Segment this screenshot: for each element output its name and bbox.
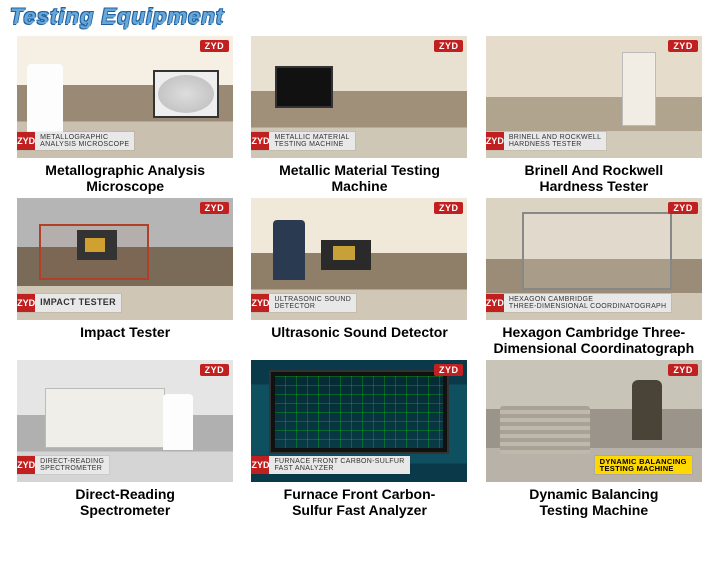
equipment-caption: Direct-Reading Spectrometer <box>75 486 175 518</box>
thumbnail-label-text: METALLIC MATERIAL TESTING MACHINE <box>269 134 354 149</box>
thumbnail-label-text: ULTRASONIC SOUND DETECTOR <box>269 296 356 311</box>
thumbnail-label-text: FURNACE FRONT CARBON-SULFUR FAST ANALYZE… <box>269 458 409 473</box>
thumbnail-label-text: DYNAMIC BALANCING TESTING MACHINE <box>595 458 692 474</box>
photo-monitor <box>275 66 333 108</box>
equipment-caption: Ultrasonic Sound Detector <box>271 324 448 340</box>
equipment-caption: Dynamic Balancing Testing Machine <box>529 486 658 518</box>
equipment-caption: Metallographic Analysis Microscope <box>45 162 205 194</box>
equipment-card: ZYD ZYD DIRECT-READING SPECTROMETER Dire… <box>14 360 236 518</box>
photo-figure <box>27 64 63 134</box>
thumbnail-label-text: DIRECT-READING SPECTROMETER <box>35 458 109 473</box>
thumbnail-label-strip: ZYD BRINELL AND ROCKWELL HARDNESS TESTER <box>486 132 607 150</box>
equipment-thumbnail: ZYD ZYD BRINELL AND ROCKWELL HARDNESS TE… <box>486 36 702 158</box>
gear-icon: ZYD <box>251 294 269 312</box>
thumbnail-label-strip: ZYD METALLOGRAPHIC ANALYSIS MICROSCOPE <box>17 132 134 150</box>
equipment-card: ZYD ZYD FURNACE FRONT CARBON-SULFUR FAST… <box>248 360 470 518</box>
brand-logo-badge: ZYD <box>434 40 464 52</box>
brand-logo-badge: ZYD <box>200 202 230 214</box>
equipment-card: ZYD ZYD METALLOGRAPHIC ANALYSIS MICROSCO… <box>14 36 236 194</box>
equipment-caption: Hexagon Cambridge Three- Dimensional Coo… <box>493 324 694 356</box>
section-title: Testing Equipment <box>10 4 224 29</box>
equipment-thumbnail: ZYD ZYD DIRECT-READING SPECTROMETER <box>17 360 233 482</box>
gear-icon: ZYD <box>486 294 504 312</box>
equipment-thumbnail: ZYD ZYD HEXAGON CAMBRIDGE THREE-DIMENSIO… <box>486 198 702 320</box>
equipment-thumbnail: ZYD ZYD METALLOGRAPHIC ANALYSIS MICROSCO… <box>17 36 233 158</box>
photo-device <box>321 240 371 270</box>
equipment-thumbnail: ZYD DYNAMIC BALANCING TESTING MACHINE <box>486 360 702 482</box>
brand-logo-badge: ZYD <box>200 40 230 52</box>
gear-icon: ZYD <box>17 294 35 312</box>
gear-icon: ZYD <box>486 132 504 150</box>
photo-machine <box>622 52 656 126</box>
equipment-grid: ZYD ZYD METALLOGRAPHIC ANALYSIS MICROSCO… <box>0 32 719 519</box>
equipment-caption: Brinell And Rockwell Hardness Tester <box>524 162 663 194</box>
photo-bearings <box>500 406 590 454</box>
thumbnail-label-strip: DYNAMIC BALANCING TESTING MACHINE <box>595 456 692 474</box>
photo-figure <box>273 220 305 280</box>
gear-icon: ZYD <box>17 132 35 150</box>
brand-logo-badge: ZYD <box>668 40 698 52</box>
thumbnail-label-text: METALLOGRAPHIC ANALYSIS MICROSCOPE <box>35 134 134 149</box>
equipment-caption: Furnace Front Carbon- Sulfur Fast Analyz… <box>284 486 436 518</box>
equipment-thumbnail: ZYD ZYD ULTRASONIC SOUND DETECTOR <box>251 198 467 320</box>
brand-logo-badge: ZYD <box>434 364 464 376</box>
gear-icon: ZYD <box>17 456 35 474</box>
equipment-card: ZYD ZYD HEXAGON CAMBRIDGE THREE-DIMENSIO… <box>483 198 705 356</box>
equipment-card: ZYD ZYD ULTRASONIC SOUND DETECTOR Ultras… <box>248 198 470 356</box>
section-header: Testing Equipment <box>0 0 719 32</box>
gear-icon: ZYD <box>251 132 269 150</box>
photo-machine <box>522 212 672 290</box>
equipment-thumbnail: ZYD ZYD IMPACT TESTER <box>17 198 233 320</box>
equipment-card: ZYD ZYD IMPACT TESTER Impact Tester <box>14 198 236 356</box>
equipment-thumbnail: ZYD ZYD FURNACE FRONT CARBON-SULFUR FAST… <box>251 360 467 482</box>
thumbnail-label-strip: ZYD FURNACE FRONT CARBON-SULFUR FAST ANA… <box>251 456 409 474</box>
thumbnail-label-strip: ZYD HEXAGON CAMBRIDGE THREE-DIMENSIONAL … <box>486 294 672 312</box>
thumbnail-label-text: BRINELL AND ROCKWELL HARDNESS TESTER <box>504 134 607 149</box>
thumbnail-label-strip: ZYD DIRECT-READING SPECTROMETER <box>17 456 109 474</box>
equipment-thumbnail: ZYD ZYD METALLIC MATERIAL TESTING MACHIN… <box>251 36 467 158</box>
thumbnail-label-text: IMPACT TESTER <box>35 298 121 307</box>
gear-icon: ZYD <box>251 456 269 474</box>
brand-logo-badge: ZYD <box>434 202 464 214</box>
brand-logo-badge: ZYD <box>200 364 230 376</box>
equipment-caption: Metallic Material Testing Machine <box>279 162 440 194</box>
equipment-card: ZYD DYNAMIC BALANCING TESTING MACHINE Dy… <box>483 360 705 518</box>
brand-logo-badge: ZYD <box>668 364 698 376</box>
photo-device <box>77 230 117 260</box>
thumbnail-label-text: HEXAGON CAMBRIDGE THREE-DIMENSIONAL COOR… <box>504 296 672 311</box>
equipment-caption: Impact Tester <box>80 324 170 340</box>
photo-machine <box>45 388 165 448</box>
thumbnail-label-strip: ZYD ULTRASONIC SOUND DETECTOR <box>251 294 356 312</box>
equipment-card: ZYD ZYD BRINELL AND ROCKWELL HARDNESS TE… <box>483 36 705 194</box>
thumbnail-label-strip: ZYD METALLIC MATERIAL TESTING MACHINE <box>251 132 354 150</box>
photo-figure <box>163 394 193 450</box>
thumbnail-label-strip: ZYD IMPACT TESTER <box>17 294 121 312</box>
photo-analyzer-screen <box>269 370 449 454</box>
equipment-card: ZYD ZYD METALLIC MATERIAL TESTING MACHIN… <box>248 36 470 194</box>
brand-logo-badge: ZYD <box>668 202 698 214</box>
photo-monitor <box>153 70 219 118</box>
photo-figure <box>632 380 662 440</box>
